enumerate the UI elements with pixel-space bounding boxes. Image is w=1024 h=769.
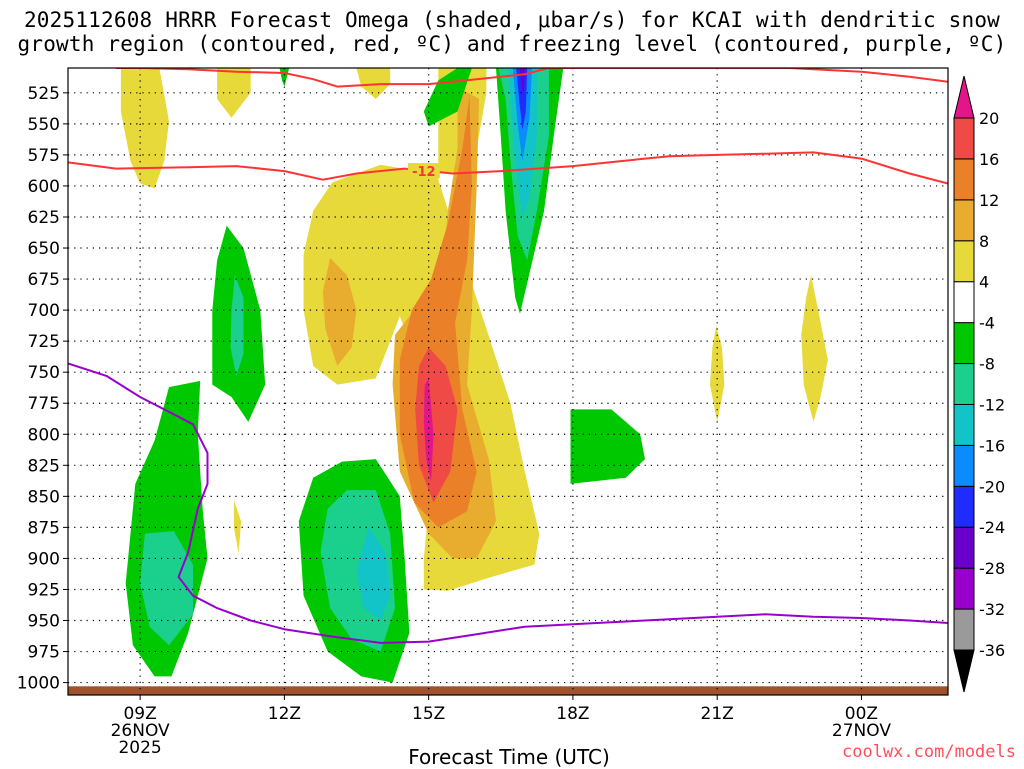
colorbar-swatch	[953, 240, 975, 283]
x-tick-label: 18Z	[556, 704, 589, 724]
colorbar-over-arrow	[953, 75, 975, 119]
y-tick-label: 600	[28, 177, 60, 197]
colorbar-swatch	[953, 485, 975, 528]
x-tick-label: 12Z	[268, 704, 301, 724]
colorbar-tick-label: -16	[979, 436, 1005, 455]
chart-title-line-2: growth region (contoured, red, ºC) and f…	[17, 32, 1007, 56]
omega-region-23-descent	[230, 275, 244, 376]
colorbar-swatch	[953, 158, 975, 201]
omega-region-19-descent	[570, 409, 645, 484]
omega-region-12-ascent	[423, 378, 434, 482]
colorbar-tick-label: 4	[979, 273, 989, 292]
x-tick-date-label: 26NOV	[111, 721, 170, 741]
y-tick-label: 675	[28, 270, 60, 290]
colorbar-swatch	[953, 444, 975, 487]
chart-title-line-1: 2025112608 HRRR Forecast Omega (shaded, …	[23, 8, 1001, 32]
colorbar-swatch	[953, 322, 975, 365]
y-tick-label: 550	[28, 115, 60, 135]
contour-dgz-top	[116, 68, 948, 88]
omega-shading	[120, 68, 828, 683]
omega-region-14-descent	[423, 68, 472, 127]
contour-dgz-bottom-minus-12	[68, 151, 948, 185]
colorbar-tick-label: 12	[979, 191, 999, 210]
y-tick-label: 525	[28, 84, 60, 104]
y-tick-label: 700	[28, 301, 60, 321]
colorbar-swatch	[953, 281, 975, 324]
chart-title: 2025112608 HRRR Forecast Omega (shaded, …	[0, 8, 1024, 56]
x-tick-label: 00Z	[845, 704, 878, 724]
y-tick-label: 625	[28, 208, 60, 228]
credit-text[interactable]: coolwx.com/models	[842, 742, 1016, 762]
y-tick-label: 575	[28, 146, 60, 166]
omega-region-2-ascent	[356, 68, 391, 99]
omega-region-27-descent	[516, 68, 528, 131]
y-tick-label: 800	[28, 425, 60, 445]
omega-region-6-ascent	[710, 326, 725, 422]
colorbar-swatch	[953, 526, 975, 569]
colorbar-swatch	[953, 403, 975, 446]
omega-region-1-ascent	[217, 68, 251, 118]
omega-region-9-ascent	[322, 258, 357, 366]
plot-area: -12	[68, 68, 948, 695]
colorbar-tick-label: -20	[979, 477, 1005, 496]
omega-region-21-descent	[140, 531, 193, 646]
colorbar-swatch	[953, 199, 975, 242]
colorbar-tick-label: 8	[979, 232, 989, 251]
colorbar-tick-label: -32	[979, 600, 1005, 619]
y-tick-label: 775	[28, 394, 60, 414]
colorbar-tick-label: -12	[979, 395, 1005, 414]
y-tick-label: 1000	[17, 674, 60, 694]
colorbar-tick-label: -24	[979, 518, 1005, 537]
x-tick-label: 21Z	[701, 704, 734, 724]
colorbar-tick-label: -36	[979, 641, 1005, 660]
omega-region-25-descent	[356, 527, 391, 621]
contour-label-bg	[407, 163, 440, 179]
colorbar-tick-label: -28	[979, 559, 1005, 578]
terrain-fill	[68, 686, 948, 695]
y-tick-label: 925	[28, 580, 60, 600]
y-tick-label: 725	[28, 332, 60, 352]
colorbar: -36 -32 -28 -24 -20 -16 -12 -8 -4 4 8 12 16 20	[953, 75, 1005, 693]
omega-region-5-ascent	[233, 500, 242, 554]
omega-region-15-descent	[279, 68, 290, 87]
x-tick-label: 15Z	[412, 704, 445, 724]
omega-region-0-ascent	[120, 68, 169, 189]
contour-label: -12	[412, 165, 436, 180]
plot-frame	[67, 67, 949, 696]
colorbar-swatch	[953, 608, 975, 651]
y-tick-label: 850	[28, 487, 60, 507]
colorbar-swatch	[953, 117, 975, 160]
colorbar-tick-label: 16	[979, 150, 999, 169]
colorbar-under-arrow	[953, 649, 975, 693]
colorbar-tick-label: 20	[979, 109, 999, 128]
contour-freezing-level	[68, 362, 948, 644]
x-tick-label: 09Z	[123, 704, 156, 724]
y-tick-label: 875	[28, 518, 60, 538]
colorbar-swatch	[953, 363, 975, 405]
y-tick-label: 950	[28, 612, 60, 632]
y-tick-label: 975	[28, 643, 60, 663]
colorbar-tick-label: -8	[979, 355, 995, 374]
y-axis: 525 550 575 600 625 650 675 700 725 750 775 800 825 8…	[17, 84, 68, 694]
y-tick-label: 825	[28, 456, 60, 476]
y-tick-label: 900	[28, 549, 60, 569]
temperature-contours: -12	[68, 68, 948, 644]
y-tick-label: 750	[28, 363, 60, 383]
x-tick-date-label: 27NOV	[832, 721, 891, 741]
y-tick-label: 650	[28, 239, 60, 259]
omega-region-7-ascent	[801, 275, 828, 422]
x-tick-date-label: 2025	[118, 738, 161, 758]
terrain	[68, 686, 948, 695]
colorbar-tick-label: -4	[979, 314, 995, 333]
x-axis-label: Forecast Time (UTC)	[408, 745, 610, 769]
colorbar-swatch	[953, 567, 975, 610]
